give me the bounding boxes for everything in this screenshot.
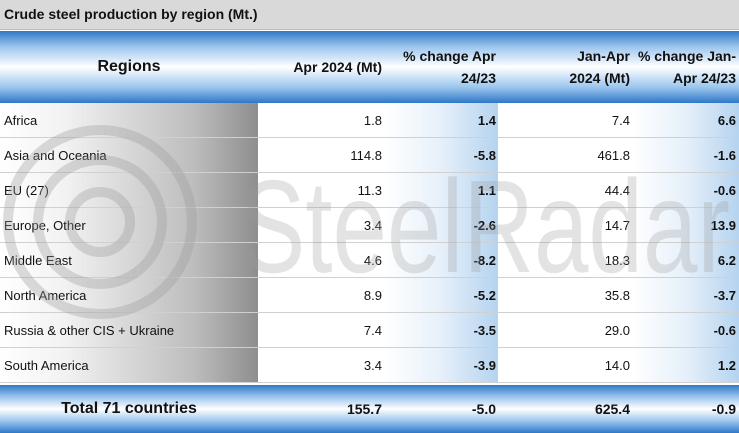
apr-value: 8.9 [363, 288, 382, 303]
header-jan-apr-change-line2: Apr 24/23 [672, 70, 736, 86]
table-row: EU (27) 11.3 1.1 44.4 -0.6 [0, 173, 739, 208]
header-apr-change-line2: 24/23 [460, 70, 496, 86]
ytd-value: 29.0 [604, 323, 630, 338]
total-apr-value: 155.7 [346, 401, 382, 417]
ytd-change-value: 6.6 [717, 113, 736, 128]
apr-value: 7.4 [363, 323, 382, 338]
apr-change-column-background [384, 103, 498, 383]
apr-change-value: -2.6 [473, 218, 496, 233]
ytd-value: 461.8 [597, 148, 630, 163]
header-jan-apr-line1: Jan-Apr [577, 48, 630, 64]
region-name: Middle East [4, 253, 72, 268]
table-row: South America 3.4 -3.9 14.0 1.2 [0, 348, 739, 383]
region-name: Africa [4, 113, 38, 128]
total-row: Total 71 countries 155.7 -5.0 625.4 -0.9 [0, 385, 739, 433]
region-column-background [0, 103, 258, 383]
table-body: Africa 1.8 1.4 7.4 6.6 Asia and Oceania … [0, 103, 739, 383]
apr-value: 114.8 [350, 148, 382, 163]
ytd-change-value: -3.7 [713, 288, 736, 303]
apr-value: 11.3 [357, 183, 382, 198]
page-title: Crude steel production by region (Mt.) [4, 6, 258, 22]
ytd-change-value: -1.6 [713, 148, 736, 163]
header-apr-2024: Apr 2024 (Mt) [293, 59, 382, 75]
ytd-change-value: -0.6 [713, 183, 736, 198]
apr-change-value: 1.4 [477, 113, 496, 128]
apr-change-value: -5.8 [473, 148, 496, 163]
table-row: Europe, Other 3.4 -2.6 14.7 13.9 [0, 208, 739, 243]
table-header: Regions Apr 2024 (Mt) % change Apr 24/23… [0, 31, 739, 103]
steel-production-table: Regions Apr 2024 (Mt) % change Apr 24/23… [0, 31, 739, 433]
ytd-change-value: 13.9 [710, 218, 736, 233]
header-jan-apr-change-line1: % change Jan- [637, 48, 736, 64]
apr-change-value: -5.2 [473, 288, 496, 303]
header-jan-apr-change: % change Jan- Apr 24/23 [632, 31, 739, 103]
ytd-value: 14.7 [604, 218, 630, 233]
ytd-change-value: 6.2 [717, 253, 736, 268]
apr-change-value: -3.5 [473, 323, 496, 338]
region-name: South America [4, 358, 89, 373]
header-apr-change-line1: % change Apr [403, 48, 496, 64]
ytd-change-value: -0.6 [713, 323, 736, 338]
header-apr-change: % change Apr 24/23 [384, 31, 498, 103]
ytd-change-value: 1.2 [717, 358, 736, 373]
title-bar: Crude steel production by region (Mt.) [0, 0, 739, 30]
total-label: Total 71 countries [61, 400, 197, 417]
apr-value: 3.4 [363, 218, 382, 233]
total-apr-change-value: -5.0 [471, 401, 496, 417]
ytd-value: 18.3 [604, 253, 630, 268]
table-row: Middle East 4.6 -8.2 18.3 6.2 [0, 243, 739, 278]
table-row: Africa 1.8 1.4 7.4 6.6 [0, 103, 739, 138]
table-row: Russia & other CIS + Ukraine 7.4 -3.5 29… [0, 313, 739, 348]
apr-value: 1.8 [363, 113, 382, 128]
apr-change-value: -8.2 [473, 253, 496, 268]
ytd-value: 44.4 [604, 183, 630, 198]
region-name: North America [4, 288, 87, 303]
ytd-value: 14.0 [604, 358, 630, 373]
header-jan-apr-line2: 2024 (Mt) [569, 70, 630, 86]
region-name: Russia & other CIS + Ukraine [4, 323, 175, 338]
ytd-value: 7.4 [611, 113, 630, 128]
header-jan-apr-2024: Jan-Apr 2024 (Mt) [498, 31, 632, 103]
ytd-change-column-background [632, 103, 739, 383]
table-row: Asia and Oceania 114.8 -5.8 461.8 -1.6 [0, 138, 739, 173]
apr-value: 4.6 [363, 253, 382, 268]
total-ytd-value: 625.4 [594, 401, 630, 417]
region-name: Europe, Other [4, 218, 86, 233]
apr-value: 3.4 [363, 358, 382, 373]
header-regions: Regions [97, 58, 161, 75]
table-row: North America 8.9 -5.2 35.8 -3.7 [0, 278, 739, 313]
ytd-value: 35.8 [604, 288, 630, 303]
apr-change-value: 1.1 [477, 183, 496, 198]
region-name: EU (27) [4, 183, 49, 198]
apr-change-value: -3.9 [473, 358, 496, 373]
region-name: Asia and Oceania [4, 148, 107, 163]
total-ytd-change-value: -0.9 [711, 401, 736, 417]
